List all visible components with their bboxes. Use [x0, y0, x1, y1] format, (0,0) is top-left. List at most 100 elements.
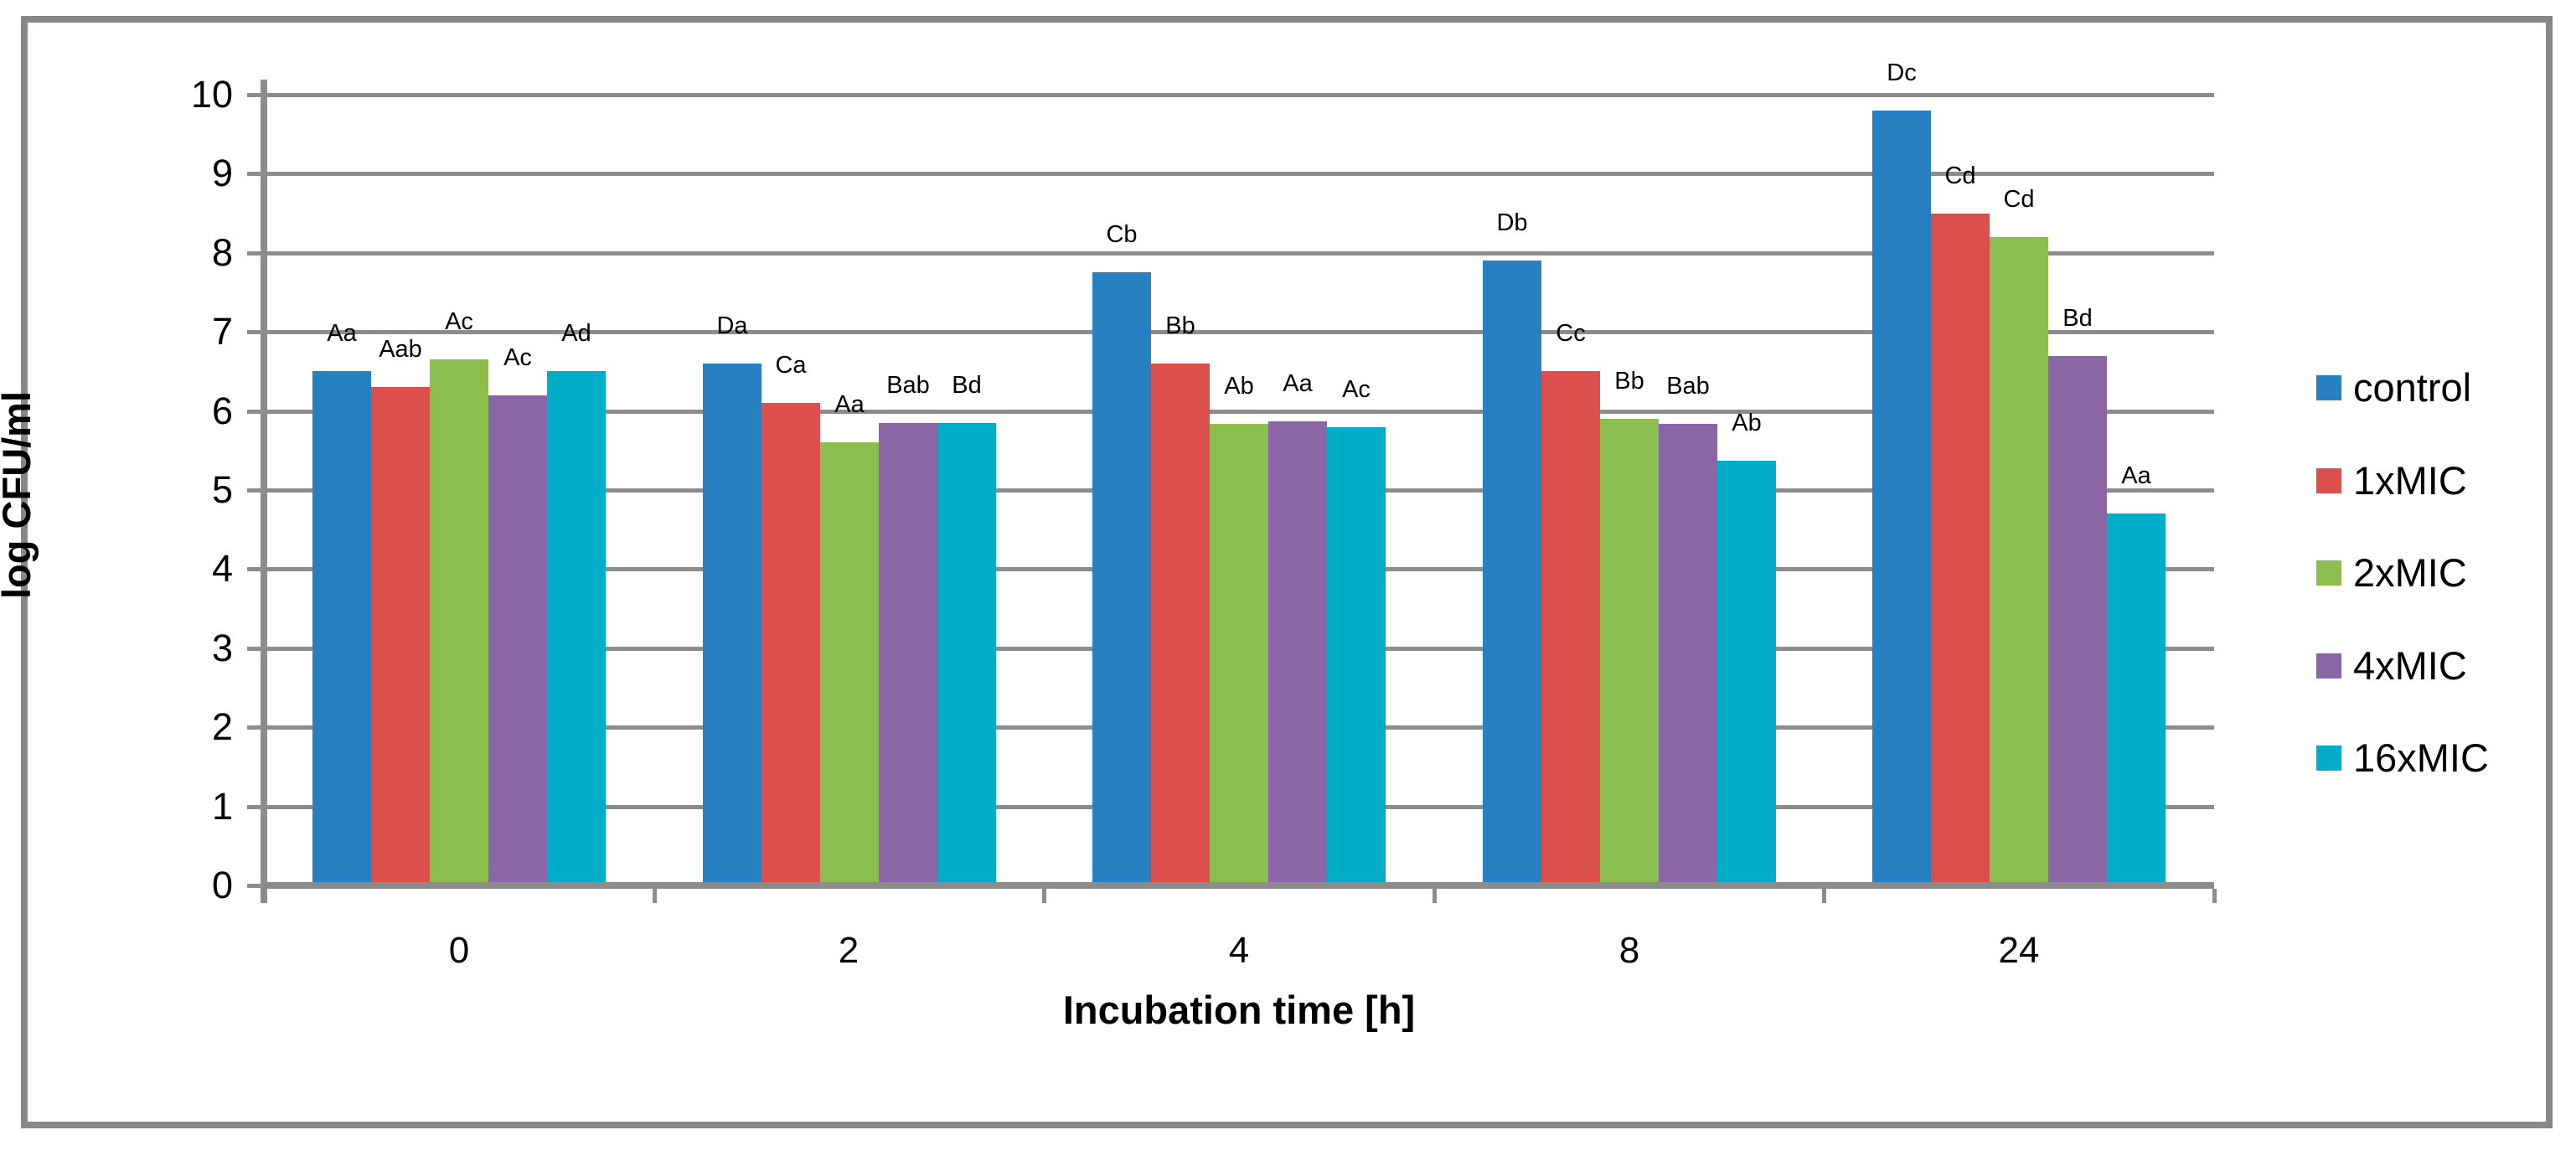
- y-axis-tick: [247, 725, 261, 730]
- legend-swatch: [2316, 375, 2341, 400]
- bar-label: Ab: [1224, 373, 1254, 400]
- bar: [1990, 237, 2048, 882]
- bar-label: Da: [716, 312, 748, 339]
- x-axis-tick: [1433, 889, 1437, 903]
- bar-label: Bab: [886, 372, 930, 399]
- y-tick-label: 5: [211, 468, 233, 511]
- y-axis-tick: [247, 647, 261, 651]
- x-axis-tick: [653, 889, 657, 903]
- bar: [761, 403, 820, 882]
- x-axis-line: [264, 882, 2214, 889]
- legend-label: 1xMIC: [2353, 458, 2467, 503]
- bar: [1717, 461, 1776, 882]
- bar: [2107, 513, 2166, 882]
- legend-swatch: [2316, 653, 2341, 679]
- y-tick-label: 9: [211, 152, 233, 194]
- bar: [430, 359, 488, 882]
- legend-label: 2xMIC: [2353, 550, 2467, 595]
- gridline: [267, 330, 2214, 334]
- y-tick-label: 1: [211, 785, 233, 828]
- bar-label: Ca: [775, 352, 807, 379]
- bar-label: Ac: [1342, 376, 1371, 403]
- bar: [1483, 261, 1541, 882]
- legend-item: 2xMIC: [2316, 552, 2467, 594]
- bar-label: Ab: [1732, 410, 1762, 436]
- bar: [820, 442, 879, 882]
- legend-item: 4xMIC: [2316, 645, 2467, 687]
- bar-label: Bb: [1614, 368, 1644, 395]
- bar: [1931, 214, 1990, 882]
- bar: [703, 364, 761, 882]
- y-axis-tick: [247, 488, 261, 493]
- bar: [1151, 364, 1210, 882]
- legend-item: 16xMIC: [2316, 737, 2489, 779]
- legend-item: control: [2316, 367, 2471, 409]
- legend-item: 1xMIC: [2316, 460, 2467, 502]
- bar: [2048, 356, 2107, 882]
- legend-label: 16xMIC: [2353, 735, 2489, 780]
- bar-label: Ac: [445, 308, 473, 335]
- y-axis-tick: [247, 884, 261, 888]
- bar-label: Ad: [561, 320, 591, 347]
- y-tick-label: 10: [190, 73, 233, 116]
- y-tick-label: 3: [211, 627, 233, 669]
- y-axis-tick: [247, 172, 261, 176]
- bar: [371, 387, 430, 882]
- chart-border-frame: [21, 16, 2553, 1128]
- x-tick-label: 8: [1618, 930, 1640, 971]
- y-axis-line: [261, 80, 267, 903]
- y-tick-label: 0: [211, 864, 233, 906]
- y-axis-tick: [247, 93, 261, 97]
- y-axis-tick: [247, 805, 261, 809]
- bar-label: Cd: [1944, 163, 1976, 189]
- bar: [1659, 424, 1717, 882]
- y-axis-tick: [247, 251, 261, 255]
- gridline: [267, 172, 2214, 176]
- legend-swatch: [2316, 560, 2341, 586]
- bar: [1600, 419, 1659, 882]
- y-tick-label: 6: [211, 390, 233, 432]
- bar-label: Dc: [1887, 59, 1917, 86]
- y-axis-title: log CFU/ml: [0, 390, 39, 600]
- x-tick-label: 24: [1998, 930, 2040, 971]
- bar: [1541, 371, 1600, 882]
- bar: [1327, 427, 1386, 882]
- bar-label: Aa: [834, 391, 865, 418]
- legend-label: control: [2353, 365, 2472, 410]
- bar-label: Aa: [327, 320, 357, 347]
- y-tick-label: 4: [211, 547, 233, 590]
- bar: [488, 395, 547, 882]
- legend-label: 4xMIC: [2353, 643, 2467, 688]
- bar-label: Bb: [1165, 312, 1195, 339]
- bar: [1872, 111, 1931, 882]
- bar-label: Db: [1496, 209, 1528, 236]
- y-axis-tick: [247, 330, 261, 334]
- bar: [1210, 424, 1268, 882]
- x-axis-title: Incubation time [h]: [1062, 988, 1416, 1032]
- bar: [879, 423, 937, 882]
- y-tick-label: 8: [211, 231, 233, 274]
- y-axis-tick: [247, 567, 261, 571]
- legend-swatch: [2316, 746, 2341, 771]
- bar-label: Aa: [1283, 370, 1313, 397]
- x-tick-label: 2: [838, 930, 860, 971]
- bar-label: Aa: [2121, 462, 2151, 489]
- x-axis-tick: [1822, 889, 1826, 903]
- gridline: [267, 93, 2214, 97]
- bar: [547, 371, 606, 882]
- y-tick-label: 2: [211, 705, 233, 748]
- y-tick-label: 7: [211, 310, 233, 353]
- bar-label: Cb: [1106, 221, 1138, 248]
- bar-label: Cc: [1556, 320, 1586, 347]
- bar-label: Bab: [1666, 373, 1710, 400]
- bar-label: Bd: [2062, 305, 2093, 332]
- x-tick-label: 4: [1228, 930, 1250, 971]
- x-axis-tick: [2212, 889, 2217, 903]
- x-axis-tick: [262, 889, 266, 903]
- x-tick-label: 0: [448, 930, 470, 971]
- bar-label: Cd: [2003, 186, 2035, 213]
- bar-label: Ac: [503, 344, 532, 371]
- bar-label: Bd: [952, 372, 982, 399]
- gridline: [267, 410, 2214, 414]
